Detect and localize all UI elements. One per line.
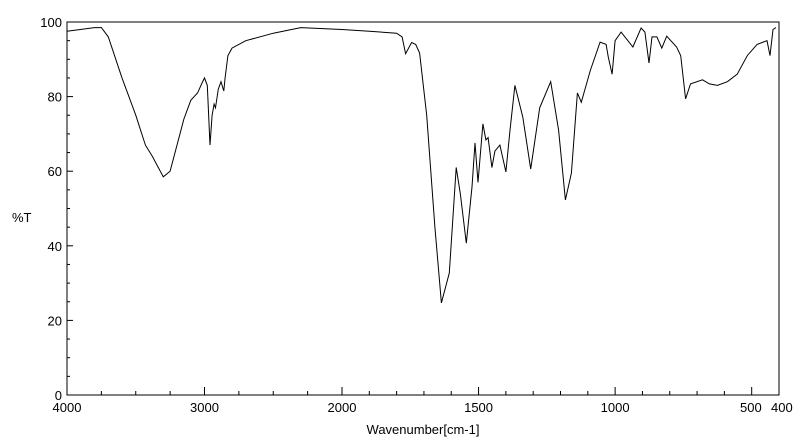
x-tick-label: 4000 (53, 400, 82, 415)
x-tick-label: 400 (771, 400, 793, 415)
x-axis-label: Wavenumber[cm-1] (367, 422, 480, 437)
x-tick-label: 2000 (328, 400, 357, 415)
x-tick-label: 1000 (601, 400, 630, 415)
plot-frame (66, 21, 780, 396)
x-tick-label: 1500 (464, 400, 493, 415)
spectrum-line (66, 27, 777, 304)
y-tick-label: 100 (40, 15, 62, 30)
y-axis: 0 20 40 60 80 100 (40, 15, 73, 403)
y-axis-label: %T (12, 210, 32, 225)
y-tick-label: 20 (48, 313, 62, 328)
x-tick-label: 500 (740, 400, 762, 415)
y-tick-label: 40 (48, 239, 62, 254)
y-tick-label: 80 (48, 90, 62, 105)
y-tick-label: 60 (48, 164, 62, 179)
x-axis: 4000 3000 2000 1500 1000 500 400 (53, 387, 793, 415)
y-tick-label: 0 (55, 388, 62, 403)
x-tick-label: 3000 (190, 400, 219, 415)
